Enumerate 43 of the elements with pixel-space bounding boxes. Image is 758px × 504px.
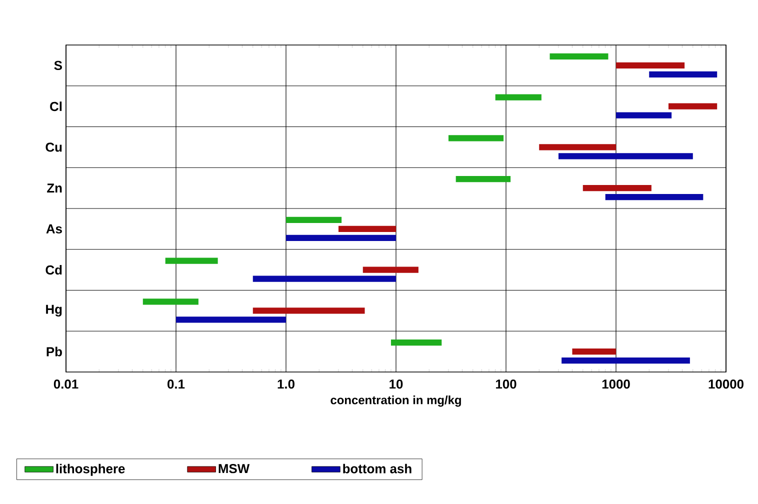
bar: [252, 308, 365, 314]
legend-label: bottom ash: [343, 464, 412, 474]
bar: [165, 258, 218, 264]
bar: [582, 185, 652, 192]
bar: [550, 53, 608, 60]
y-tick-label: Hg: [46, 304, 62, 317]
x-tick-label: 0.01: [54, 380, 78, 389]
bar: [286, 234, 396, 241]
x-tick-label: 1000: [602, 380, 630, 389]
y-tick-label: Cl: [50, 102, 62, 112]
bar: [495, 94, 542, 100]
bar: [616, 112, 672, 118]
y-tick-label: As: [46, 224, 62, 234]
legend-label: MSW: [218, 464, 250, 474]
x-axis-title: concentration in mg/kg: [330, 396, 461, 407]
bar: [562, 357, 690, 364]
bar: [448, 135, 504, 142]
bar: [539, 144, 616, 150]
bar: [558, 153, 693, 160]
y-tick-label: S: [54, 60, 62, 70]
bar: [252, 276, 396, 282]
y-tick-label: Zn: [47, 184, 62, 193]
bar: [286, 216, 342, 224]
bar: [668, 103, 718, 110]
bar: [616, 62, 685, 69]
y-tick-label: Pb: [46, 346, 62, 356]
x-tick-label: 100: [496, 380, 516, 389]
bar: [390, 340, 442, 346]
bar: [362, 266, 418, 273]
y-tick-label: Cd: [46, 265, 62, 275]
legend-label: lithosphere: [56, 464, 125, 476]
x-tick-label: 10000: [708, 380, 744, 389]
y-tick-label: Cu: [46, 142, 62, 152]
bar: [605, 194, 704, 200]
x-tick-label: 10: [390, 380, 403, 389]
x-tick-label: 1.0: [278, 380, 294, 389]
bar: [572, 348, 616, 355]
bar: [142, 298, 198, 305]
bar: [649, 71, 718, 78]
x-tick-label: 0.1: [168, 380, 185, 389]
bar: [456, 176, 511, 182]
bar: [176, 316, 286, 323]
bar: [338, 226, 396, 232]
